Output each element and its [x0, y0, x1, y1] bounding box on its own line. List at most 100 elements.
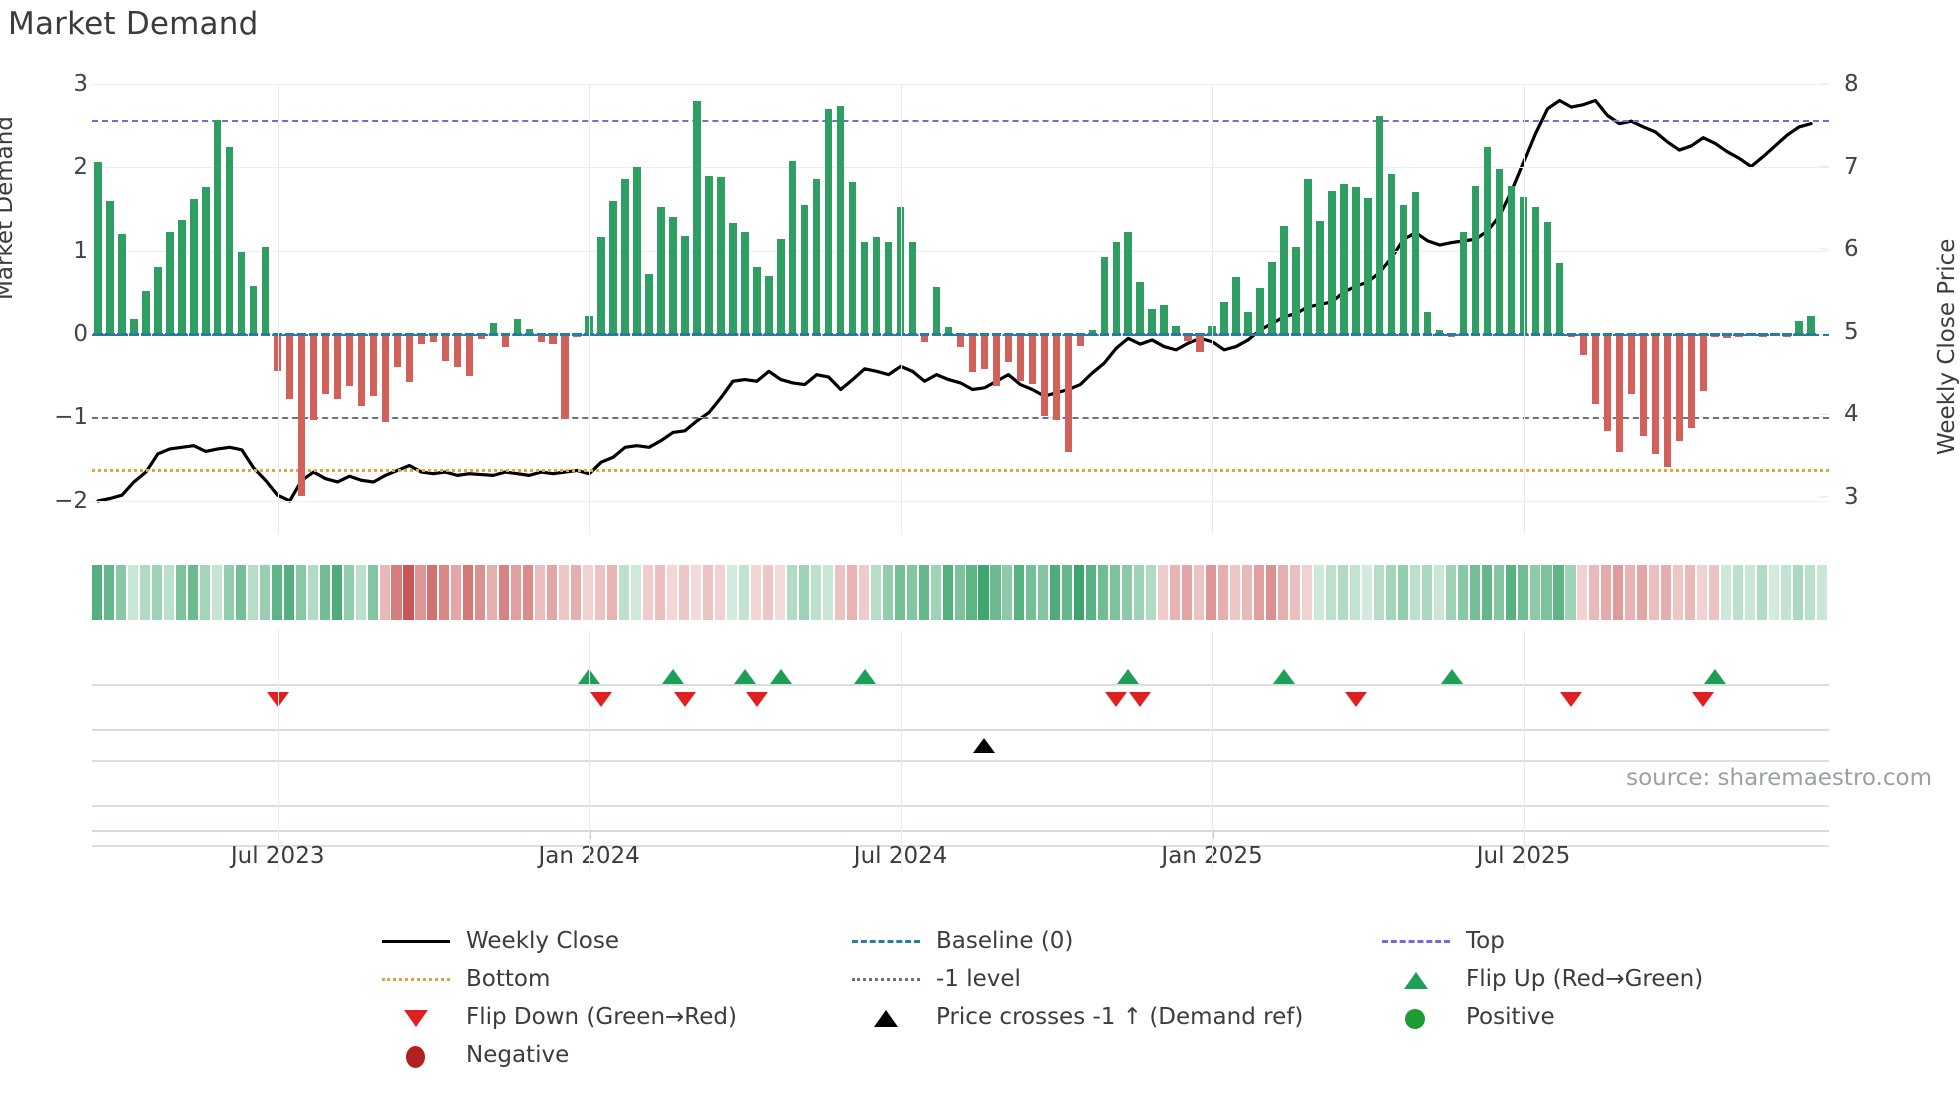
gridline-vertical — [1523, 630, 1525, 870]
heat-cell — [319, 565, 330, 620]
demand-bar — [94, 161, 102, 334]
demand-bar — [789, 160, 797, 334]
heat-cell — [535, 565, 546, 620]
baseline-segment — [440, 333, 451, 336]
baseline-segment — [1363, 333, 1373, 336]
legend-row: Weekly Close Baseline (0) Top — [380, 922, 1680, 960]
baseline-segment — [668, 333, 678, 336]
demand-bar — [477, 334, 486, 339]
heat-cell — [978, 565, 989, 620]
demand-bar — [561, 334, 569, 419]
heat-cell — [834, 565, 845, 620]
heat-cell — [1433, 565, 1444, 620]
demand-bar — [896, 207, 905, 334]
demand-bar — [130, 319, 138, 334]
demand-bar — [884, 242, 893, 334]
heat-cell — [1026, 565, 1037, 620]
legend-item[interactable]: -1 level — [850, 960, 1021, 998]
lower-gridline — [92, 805, 1829, 807]
legend-item[interactable]: Bottom — [380, 960, 550, 998]
y-axis-right-tick: 7 — [1844, 153, 1859, 180]
baseline-segment — [1315, 333, 1325, 336]
baseline-segment — [1650, 333, 1660, 336]
demand-bar — [1507, 185, 1516, 334]
demand-bar — [405, 334, 414, 383]
baseline-segment — [931, 333, 942, 336]
legend-item[interactable]: Baseline (0) — [850, 922, 1073, 960]
demand-bar — [920, 334, 929, 343]
heat-cell — [714, 565, 725, 620]
legend-item[interactable]: Flip Down (Green→Red) — [380, 998, 737, 1036]
heat-cell — [1182, 565, 1193, 620]
baseline-segment — [812, 333, 822, 336]
x-axis-line — [92, 830, 1829, 832]
legend-item[interactable]: Negative — [380, 1036, 569, 1074]
demand-bar — [968, 334, 977, 372]
demand-bar — [250, 285, 258, 334]
demand-bar — [1088, 329, 1096, 334]
baseline-segment — [1063, 333, 1074, 336]
baseline-segment — [392, 333, 403, 336]
legend-item[interactable]: Positive — [1380, 998, 1555, 1036]
baseline-segment — [1506, 333, 1517, 336]
heat-cell — [1170, 565, 1181, 620]
demand-bar — [226, 146, 234, 334]
demand-bar — [1148, 309, 1156, 334]
heat-cell — [1577, 565, 1588, 620]
heat-cell — [1661, 565, 1672, 620]
baseline-segment — [895, 333, 906, 336]
reference-line-top — [92, 119, 1829, 122]
heat-cell — [750, 565, 761, 620]
legend-item[interactable]: Weekly Close — [380, 922, 619, 960]
legend-item[interactable]: Price crosses -1 ↑ (Demand ref) — [850, 998, 1303, 1036]
baseline-segment — [296, 333, 307, 336]
baseline-segment — [129, 333, 139, 336]
baseline-segment — [752, 333, 762, 336]
legend-item[interactable]: Top — [1380, 922, 1505, 960]
heat-cell — [403, 565, 414, 620]
heat-cell — [247, 565, 258, 620]
heat-cell — [163, 565, 174, 620]
heat-cell — [1074, 565, 1085, 620]
heat-cell — [631, 565, 642, 620]
heat-cell — [1493, 565, 1504, 620]
heat-cell — [1445, 565, 1456, 620]
baseline-segment — [1003, 333, 1014, 336]
baseline-segment — [1530, 333, 1541, 336]
baseline-segment — [1051, 333, 1062, 336]
flip-down-marker — [590, 692, 613, 707]
minus1-dot-icon — [850, 969, 922, 989]
demand-bar — [429, 334, 438, 343]
demand-bar — [1531, 207, 1540, 334]
demand-bar — [1376, 115, 1384, 334]
baseline-segment — [177, 333, 187, 336]
baseline-segment — [1674, 333, 1684, 336]
heat-cell — [798, 565, 809, 620]
heat-cell — [1337, 565, 1348, 620]
heat-cell — [822, 565, 833, 620]
legend-item[interactable]: Flip Up (Red→Green) — [1380, 960, 1703, 998]
heat-cell — [1313, 565, 1324, 620]
demand-bar — [848, 182, 857, 334]
heat-cell — [1301, 565, 1312, 620]
baseline-segment — [237, 333, 247, 336]
heat-cell — [1733, 565, 1744, 620]
heat-cell — [738, 565, 749, 620]
baseline-segment — [201, 333, 211, 336]
demand-bar — [453, 334, 462, 368]
baseline-segment — [1291, 333, 1301, 336]
demand-bar — [1268, 261, 1276, 334]
demand-bar — [645, 274, 653, 334]
demand-bar — [1028, 334, 1037, 384]
heat-cell — [1038, 565, 1049, 620]
baseline-segment — [1231, 333, 1241, 336]
heat-cell — [1697, 565, 1708, 620]
chart-legend: Weekly Close Baseline (0) Top Bottom -1 leve… — [380, 922, 1703, 1074]
baseline-segment — [536, 333, 546, 336]
negative-circle-icon — [380, 1045, 452, 1068]
heat-cell — [523, 565, 534, 620]
baseline-segment — [1446, 333, 1457, 336]
heat-cell — [1457, 565, 1468, 620]
baseline-segment — [332, 333, 343, 336]
heat-cell — [499, 565, 510, 620]
